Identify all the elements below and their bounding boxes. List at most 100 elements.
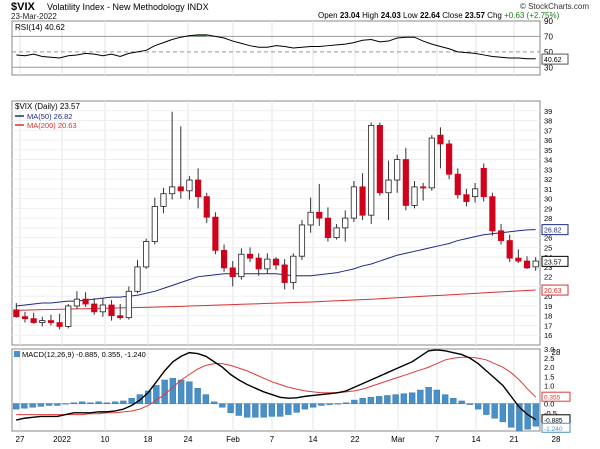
- candle-body-32: [290, 255, 297, 283]
- macd-hist-bar-8: [78, 401, 86, 404]
- macd-hist-bar-26: [227, 403, 234, 413]
- ma50-value-box: [541, 224, 569, 236]
- macd-tick-2.5: 2.5: [544, 354, 554, 363]
- macd-hist-bar-53: [450, 398, 457, 404]
- candle-body-48: [428, 137, 435, 189]
- candle-body-18: [169, 186, 176, 195]
- open-value: 23.04: [339, 11, 360, 20]
- macd-value-label-2: -1.240: [544, 426, 563, 433]
- candle-body-45: [402, 159, 409, 206]
- rsi-panel: [11, 20, 541, 76]
- close-label: Close: [442, 11, 463, 20]
- price-tick-31: 31: [544, 185, 552, 194]
- macd-hist-bar-46: [392, 394, 399, 404]
- brand-credit[interactable]: © StockCharts.com: [519, 2, 589, 11]
- macd-hist-bar-42: [359, 398, 366, 404]
- candle-body-6: [65, 305, 72, 327]
- macd-tick-0.0: 0.0: [544, 400, 554, 409]
- candle-body-50: [446, 143, 453, 175]
- macd-hist-bar-32: [276, 403, 284, 417]
- rsi-tick-70: 70: [544, 32, 553, 41]
- price-tick-16: 16: [544, 331, 552, 340]
- macd-hist-bar-40: [342, 402, 350, 404]
- macd-legend: MACD(12,26,9) -0.885, 0.355, -1.240: [22, 350, 146, 359]
- macd-hist-bar-57: [483, 403, 490, 415]
- rsi-line: [16, 34, 536, 60]
- macd-hist-bar-19: [169, 377, 177, 404]
- macd-hist-bar-37: [318, 403, 325, 406]
- macd-hist-bar-34: [293, 403, 300, 413]
- macd-hist-bar-49: [417, 389, 424, 404]
- candle-body-7: [73, 298, 81, 307]
- macd-x-label-11: 14: [472, 435, 481, 444]
- rsi-legend: RSI(14) 40.62: [15, 23, 65, 32]
- price-legend-title: $VIX (Daily) 23.57: [15, 102, 80, 111]
- macd-x-label-8: 22: [351, 435, 360, 444]
- macd-hist-bar-47: [400, 393, 408, 404]
- macd-signal-line: [16, 356, 537, 416]
- candle-body-49: [437, 134, 444, 145]
- candle-body-8: [82, 298, 89, 305]
- price-tick-37: 37: [544, 126, 552, 135]
- macd-hist-bar-2: [29, 403, 36, 408]
- candle-body-21: [195, 179, 202, 198]
- candle-body-12: [117, 315, 124, 319]
- macd-hist-bar-14: [128, 398, 135, 404]
- macd-hist-bar-25: [219, 403, 226, 408]
- price-tick-33: 33: [544, 165, 552, 174]
- macd-hist-bar-7: [70, 402, 78, 404]
- candle-body-27: [246, 253, 254, 259]
- macd-x-label-12: 21: [510, 435, 519, 444]
- price-tick-35: 35: [544, 146, 552, 155]
- macd-hist-bar-28: [243, 403, 251, 418]
- price-tick-39: 39: [544, 107, 552, 116]
- high-value: 24.03: [380, 11, 401, 20]
- macd-hist-bar-1: [21, 403, 28, 409]
- candle-body-55: [489, 196, 496, 232]
- candle-body-53: [471, 188, 479, 198]
- ma200-value-box-label: 20.63: [544, 288, 562, 295]
- candle-body-22: [203, 196, 210, 218]
- macd-value-box-2: [541, 422, 571, 433]
- macd-hist-bar-29: [252, 403, 259, 418]
- macd-hist-bar-9: [87, 402, 94, 404]
- macd-hist-bar-36: [309, 403, 317, 408]
- last-price-box-label: 23.57: [544, 259, 562, 266]
- macd-hist-bar-39: [334, 403, 342, 405]
- macd-hist-bar-45: [384, 395, 391, 404]
- price-tick-32: 32: [544, 175, 552, 184]
- candle-body-33: [298, 224, 306, 257]
- macd-hist-bar-58: [491, 403, 498, 419]
- macd-tick-1.0: 1.0: [544, 381, 554, 390]
- macd-hist-bar-35: [301, 403, 309, 410]
- macd-hist-bar-50: [425, 387, 432, 404]
- macd-hist-bar-41: [351, 399, 358, 404]
- legend-ma50: MA(50) 26.82: [27, 112, 72, 121]
- macd-x-label-9: Mar: [391, 435, 405, 444]
- macd-x-label-4: 24: [184, 435, 193, 444]
- candle-body-23: [212, 216, 219, 251]
- rsi-current-box: [541, 53, 569, 65]
- macd-x-label-10: 7: [435, 435, 440, 444]
- candle-body-5: [56, 322, 63, 327]
- macd-hist-bar-20: [177, 379, 185, 404]
- candle-body-30: [272, 258, 280, 266]
- low-value: 22.64: [419, 11, 440, 20]
- ma200-value-box: [541, 284, 569, 296]
- macd-hist-bar-3: [37, 403, 45, 407]
- candle-body-29: [264, 258, 271, 270]
- macd-hist-bar-22: [194, 387, 201, 404]
- legend-ma200: MA(200) 20.63: [27, 121, 77, 130]
- candle-body-58: [515, 257, 522, 262]
- candle-body-54: [480, 167, 487, 198]
- candle-body-46: [411, 186, 418, 206]
- macd-hist-bar-17: [153, 385, 160, 404]
- macd-x-label-1: 2022: [53, 435, 71, 444]
- candle-body-44: [394, 159, 401, 181]
- price-tick-23: 23: [544, 263, 552, 272]
- candle-body-36: [324, 217, 332, 239]
- candle-body-51: [454, 173, 461, 196]
- close-value: 23.57: [464, 11, 485, 20]
- candle-body-11: [108, 304, 115, 317]
- candle-body-9: [91, 303, 98, 313]
